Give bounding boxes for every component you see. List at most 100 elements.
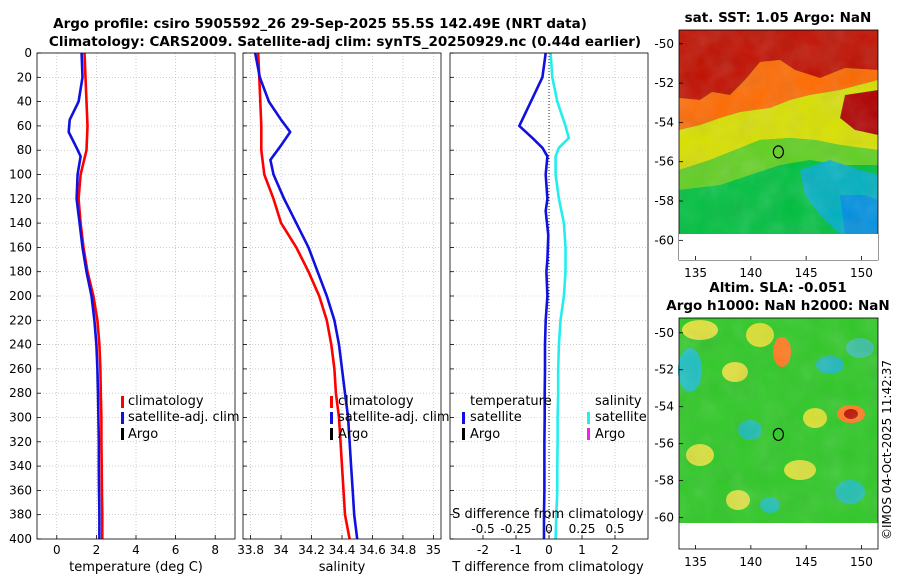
s-diff-tick-label: -0.5 [471,522,494,536]
y-tick-label: 20 [17,70,32,84]
salinity-panel: 33.8 34 34.2 34.4 34.6 34.8 35 [237,52,442,557]
map-x-tick-label: 145 [795,555,818,569]
salinity-legend: climatology satellite-adj. clim Argo [330,394,450,442]
legend-swatch-climatology [121,396,124,408]
x-tick-label: 34.8 [390,543,417,557]
legend-label-temp-satellite: satellite [470,410,522,425]
legend-label-climatology: climatology [338,394,414,409]
y-tick-label: 220 [9,313,32,327]
series-line-satellite-adj-clim [67,52,101,539]
map-y-tick-label: -50 [654,326,674,340]
y-tick-label: 0 [24,46,32,60]
y-tick-label: 180 [9,265,32,279]
x-tick-label: 6 [172,543,180,557]
legend-label-argo: Argo [128,427,158,442]
series-line-climatology [256,52,351,540]
legend-swatch-temp-argo [462,428,465,440]
legend-label-sal-argo: Argo [595,427,625,442]
series-line-temperature-satellite [517,52,550,539]
x-tick-label: 2 [93,543,101,557]
s-diff-tick-label: -0.25 [500,522,531,536]
difference-xlabel-top: S difference from climatology [452,507,644,522]
salinity-xlabel: salinity [319,560,366,575]
x-tick-label: 4 [132,543,140,557]
y-tick-label: 200 [9,289,32,303]
y-tick-label: 280 [9,386,32,400]
map-y-tick-label: -58 [654,474,674,488]
y-tick-label: 40 [17,95,32,109]
map-x-tick-label: 135 [684,555,707,569]
difference-legend: temperature satellite Argo salinity sate… [462,394,647,442]
y-tick-label: 100 [9,168,32,182]
y-tick-label: 80 [17,143,32,157]
map-y-tick-label: -56 [654,437,674,451]
map-y-tick-label: -52 [654,76,674,90]
figure-title-line1: Argo profile: csiro 5905592_26 29-Sep-20… [53,16,587,32]
map-y-tick-label: -60 [654,233,674,247]
sla-map-field [678,318,878,523]
sst-map-nodata [679,234,878,260]
x-tick-label: -1 [510,543,522,557]
legend-label-sal-satellite: satellite [595,410,647,425]
legend-label-climatology: climatology [128,394,204,409]
watermark: ©IMOS 04-Oct-2025 11:42:37 [880,360,894,540]
temperature-legend: climatology satellite-adj. clim Argo [121,394,240,442]
y-tick-label: 60 [17,119,32,133]
legend-label-satellite: satellite-adj. clim [128,410,240,425]
y-tick-label: 260 [9,362,32,376]
sst-map-axes: 135 140 145 150 -50 -52 -54 -56 -58 -60 [654,37,872,280]
sla-map: Altim. SLA: -0.051 Argo h1000: NaN h2000… [654,280,889,569]
y-tick-label: 120 [9,192,32,206]
s-diff-tick-label: 0.5 [605,522,624,536]
sst-argo-marker [772,145,784,159]
series-line-salinity-satellite [549,52,571,540]
sst-map-field [679,30,878,234]
map-y-tick-label: -60 [654,511,674,525]
legend-title-temperature: temperature [470,394,552,409]
x-tick-label: 2 [611,543,619,557]
map-x-tick-label: 140 [739,555,762,569]
legend-swatch-sal-argo [587,428,590,440]
temperature-xlabel: temperature (deg C) [69,560,203,575]
y-tick-label: 300 [9,411,32,425]
figure-title-line2: Climatology: CARS2009. Satellite-adj cli… [49,34,641,50]
map-y-tick-label: -52 [654,363,674,377]
y-tick-label: 320 [9,435,32,449]
x-tick-label: 0 [53,543,61,557]
y-tick-label: 340 [9,459,32,473]
legend-swatch-satellite [121,412,124,424]
s-diff-tick-label: 0 [545,522,553,536]
y-tick-label: 400 [9,532,32,546]
sla-map-axes: 135 140 145 150 -50 -52 -54 -56 -58 -60 [654,326,872,569]
series-line-climatology [77,52,104,539]
s-diff-tick-label: 0.25 [569,522,596,536]
map-x-tick-label: 145 [795,266,818,280]
x-tick-label: 34.4 [329,543,356,557]
sla-map-title-line1: Altim. SLA: -0.051 [709,280,846,296]
map-y-tick-label: -54 [654,115,674,129]
difference-xlabel: T difference from climatology [451,560,644,575]
sst-map-title: sat. SST: 1.05 Argo: NaN [685,10,872,26]
x-tick-label: 35 [426,543,441,557]
sst-map: sat. SST: 1.05 Argo: NaN 135 140 145 150 -50… [654,10,879,280]
sst-texture [679,30,878,234]
legend-label-satellite: satellite-adj. clim [338,410,450,425]
x-tick-label: 33.8 [237,543,264,557]
difference-panel: -2 -1 0 1 2 -0.5 -0.25 0 0.25 0.5 [449,52,649,557]
legend-swatch-argo [121,428,124,440]
legend-swatch-temp-satellite [462,412,465,424]
x-tick-label: 34.6 [359,543,386,557]
map-y-tick-label: -50 [654,37,674,51]
legend-swatch-argo [330,428,333,440]
x-tick-label: -2 [477,543,489,557]
x-tick-label: 8 [211,543,219,557]
x-tick-label: 34 [273,543,288,557]
legend-swatch-climatology [330,396,333,408]
map-x-tick-label: 150 [850,266,873,280]
legend-title-salinity: salinity [595,394,642,409]
map-y-tick-label: -56 [654,155,674,169]
legend-swatch-sal-satellite [587,412,590,424]
sla-map-nodata [679,523,878,549]
map-x-tick-label: 150 [850,555,873,569]
